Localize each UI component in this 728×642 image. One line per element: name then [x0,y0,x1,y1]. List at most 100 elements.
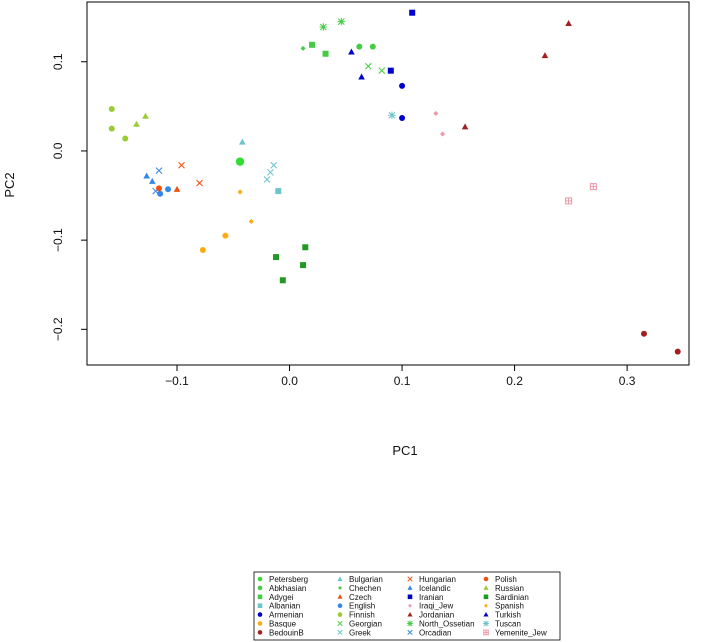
data-point [369,43,376,50]
legend-label: North_Ossetian [419,620,475,629]
data-point [237,189,243,195]
legend-item: Iraqi_Jew [408,602,453,611]
legend-label: Jordanian [419,611,454,620]
legend-label: Polish [495,575,517,584]
legend-marker [338,585,342,590]
x-tick-label: 0.3 [619,374,636,388]
data-point [387,67,394,74]
legend-item: Armenian [257,611,303,620]
legend-item: English [337,602,375,611]
legend-label: Hungarian [419,575,456,584]
legend-marker [408,603,412,608]
legend-marker [407,629,413,636]
legend-item: Iranian [407,593,443,602]
data-point [356,43,363,50]
legend-marker [337,594,343,599]
legend-item: BedouinB [257,628,304,637]
data-point [319,23,328,31]
legend-label: English [349,602,375,611]
x-axis: −0.1 0.0 0.1 0.2 0.3 [165,364,636,388]
legend-marker [257,576,263,582]
legend-item: Georgian [337,620,382,629]
legend-label: Iraqi_Jew [419,602,453,611]
legend-item: North_Ossetian [407,620,475,629]
data-point [337,17,346,26]
data-point [399,114,406,121]
legend-label: Adygei [269,593,294,602]
data-point [364,62,372,70]
legend-label: BedouinB [269,628,304,637]
legend-item: Albanian [257,602,300,611]
legend-marker [483,611,489,617]
legend-marker [257,630,263,635]
legend-label: Greek [349,628,372,637]
data-point [122,135,129,142]
y-tick-label: −0.2 [51,317,65,341]
y-tick-label: 0.1 [51,53,65,70]
data-point [173,185,181,192]
data-point [541,52,549,59]
data-point [309,41,316,48]
legend-label: Iranian [419,593,443,602]
legend-label: Sardinian [495,593,529,602]
legend-marker [483,594,489,600]
data-point [273,254,280,261]
legend-marker [407,594,413,600]
legend-marker [257,603,263,608]
legend-item: Icelandic [407,584,451,593]
data-point [640,330,647,337]
legend-marker [407,620,413,627]
legend-marker [337,612,343,617]
data-point [565,197,573,205]
legend-item: Polish [483,575,517,584]
legend-item: Petersberg [257,575,308,584]
x-tick-label: −0.1 [165,374,189,388]
data-point [440,131,446,137]
legend-label: Tuscan [495,620,521,629]
legend-marker [407,611,413,617]
y-axis-title: PC2 [2,172,17,197]
legend-item: Czech [337,593,372,602]
legend-label: Albanian [269,602,300,611]
y-axis: −0.2 −0.1 0.0 0.1 [51,53,88,341]
data-point [133,120,140,127]
legend-label: Georgian [349,620,382,629]
legend-marker [337,629,343,636]
legend-label: Finnish [349,611,375,620]
legend-marker [337,576,343,581]
data-point [155,167,163,174]
legend-item: Jordanian [407,611,454,620]
legend-label: Russian [495,584,524,593]
data-point [267,168,274,176]
legend-item: Bulgarian [337,575,383,584]
legend-marker [257,612,263,617]
legend-marker [484,603,488,608]
data-point [108,106,115,113]
legend-item: Abkhasian [257,584,306,593]
data-points [108,9,681,355]
legend-label: Basque [269,620,297,629]
data-point [165,186,172,193]
legend-item: Yemenite_Jew [483,628,547,637]
data-point [178,161,185,169]
y-tick-label: −0.1 [51,228,65,252]
legend-label: Icelandic [419,584,451,593]
legend-item: Basque [257,620,297,629]
legend-marker [257,585,263,591]
data-point [409,9,416,16]
data-point [279,277,286,284]
plot-frame [86,1,690,366]
legend-label: Turkish [495,611,521,620]
data-point [589,183,597,191]
legend-item: Greek [337,628,372,637]
data-point [348,48,355,55]
legend-item: Turkish [483,611,521,620]
legend: PetersbergAbkhasianAdygeiAlbanianArmenia… [257,575,547,637]
data-point [196,179,203,187]
legend-item: Russian [483,584,524,593]
legend-label: Bulgarian [349,575,383,584]
data-point [388,111,396,120]
legend-item: Hungarian [407,575,456,584]
legend-item: Chechen [338,584,381,593]
data-point [108,125,115,132]
